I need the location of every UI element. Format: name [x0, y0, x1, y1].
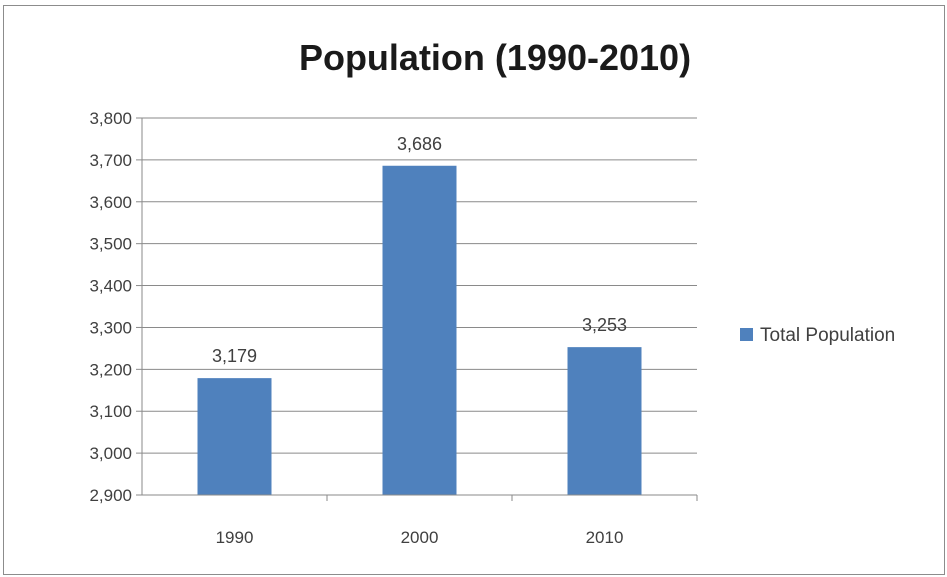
bars: 3,179 3,686 3,253 — [197, 134, 642, 495]
y-tick-label: 3,100 — [89, 402, 132, 421]
chart-title: Population (1990-2010) — [299, 37, 691, 78]
data-label: 3,686 — [397, 134, 442, 154]
y-tick-label: 3,200 — [89, 360, 132, 379]
bar — [567, 347, 642, 495]
y-tick-label: 3,000 — [89, 444, 132, 463]
legend-swatch — [740, 328, 753, 341]
bar — [382, 165, 457, 495]
legend-label: Total Population — [760, 325, 895, 346]
bar — [197, 378, 272, 495]
x-axis: 1990 2000 2010 — [142, 494, 698, 547]
y-tick-label: 3,600 — [89, 193, 132, 212]
y-tick-label: 3,800 — [89, 109, 132, 128]
data-label: 3,179 — [212, 346, 257, 366]
y-tick-label: 3,300 — [89, 318, 132, 337]
y-tick-label: 3,500 — [89, 235, 132, 254]
x-tick-label: 2010 — [586, 528, 624, 547]
y-axis: 2,900 3,000 3,100 3,200 3,300 3,400 3,500 3,600… — [89, 109, 143, 505]
x-tick-label: 1990 — [216, 528, 254, 547]
legend: Total Population — [740, 325, 895, 346]
y-tick-label: 2,900 — [89, 486, 132, 505]
data-label: 3,253 — [582, 315, 627, 335]
y-tick-label: 3,700 — [89, 151, 132, 170]
y-tick-label: 3,400 — [89, 277, 132, 296]
chart-frame — [3, 5, 945, 575]
x-tick-label: 2000 — [401, 528, 439, 547]
